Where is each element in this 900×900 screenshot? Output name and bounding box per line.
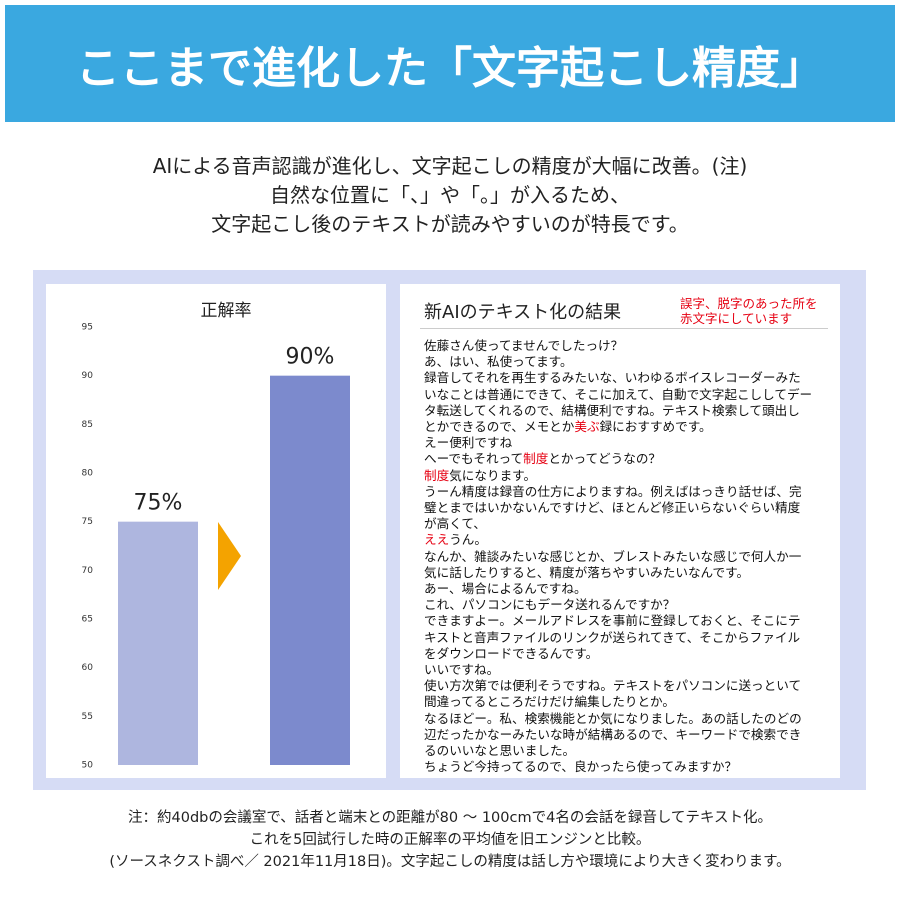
error-text: 制度 [424, 467, 450, 483]
y-tick-label: 90 [82, 371, 94, 381]
footnote-line: これを5回試行した時の正解率の平均値を旧エンジンと比較。 [249, 832, 651, 848]
value-label: 75% [134, 491, 183, 516]
chart-title: 正解率 [201, 301, 252, 321]
transcript-panel [400, 284, 840, 778]
transcript-line: これ、パソコンにもデータ送れるんですか？ [424, 594, 675, 613]
transcript-line: 間違ってるところだけだけ編集したりとか。 [424, 691, 675, 710]
text-run: うーん精度は録音の仕方によりますね。例えばはっきり話せば、完 [424, 483, 802, 499]
text-run: 佐藤さん使ってませんでしたっけ？ [424, 338, 624, 353]
transcript-line: 使い方次第では便利そうですね。テキストをパソコンに送っといて [424, 675, 801, 694]
text-run: これ、パソコンにもデータ送れるんですか？ [424, 597, 676, 613]
header-title: ここまで進化した「文字起こし精度」 [76, 42, 824, 94]
text-run: 気になります。 [449, 467, 537, 483]
note-line: 赤文字にしています [680, 311, 793, 326]
transcript-line: なるほどー。私、検索機能とか気になりました。あの話したのどの [424, 708, 802, 727]
text-run: 使い方次第では便利そうですね。テキストをパソコンに送っといて [424, 678, 802, 694]
transcript-line: いなことは普通にできて、そこに加えて、自動で文字起こししてデー [424, 384, 812, 403]
intro-line: 自然な位置に「、」や「。」が入るため、 [270, 183, 630, 207]
bar [270, 375, 350, 765]
transcript-line: とかできるので、メモとか美ぶ録におすすめです。 [424, 416, 712, 435]
transcript-line: をダウンロードできるんです。 [424, 643, 598, 662]
text-run: いなことは普通にできて、そこに加えて、自動で文字起こししてデー [424, 386, 813, 402]
transcript-line: なんか、雑談みたいな感じとか、ブレストみたいな感じで何人か一 [424, 546, 801, 565]
text-run: 録音してそれを再生するみたいな、いわゆるボイスレコーダーみた [424, 370, 801, 386]
text-run: ちょうど今持ってるので、良かったら使ってみますか？ [424, 759, 738, 775]
text-run: いいですね。 [424, 662, 500, 677]
text-run: タ転送してくれるので、結構便利ですね。テキスト検索して頭出し [424, 402, 800, 418]
text-run: 録におすすめです。 [599, 419, 712, 434]
text-run: 璧とまではいかないんですけど、ほとんど修正いらないぐらい精度 [424, 500, 801, 515]
transcript-line: いいですね。 [424, 659, 499, 678]
footnote-line: 注：約40dbの会議室で、話者と端末との距離が80 〜 100cmで4名の会話を… [128, 810, 772, 826]
transcript-title: 新AIのテキスト化の結果 [424, 302, 622, 323]
transcript-line: ちょうど今持ってるので、良かったら使ってみますか？ [424, 756, 737, 775]
y-tick-label: 95 [82, 323, 93, 333]
transcript-line: へーでもそれって制度とかってどうなの？ [424, 448, 661, 467]
text-run: なるほどー。私、検索機能とか気になりました。あの話したのどの [424, 710, 802, 726]
transcript-line: るのいいなと思いました。 [424, 740, 575, 759]
text-run: なんか、雑談みたいな感じとか、ブレストみたいな感じで何人か一 [424, 548, 802, 564]
y-tick-label: 65 [82, 615, 93, 625]
y-tick-label: 50 [82, 761, 94, 771]
text-run: 辺だったかなーみたいな時が結構あるので、キーワードで検索でき [424, 726, 802, 742]
y-tick-label: 75 [82, 517, 93, 527]
divider [420, 328, 828, 329]
error-text: 制度 [523, 451, 549, 467]
text-run: をダウンロードできるんです。 [424, 645, 599, 661]
transcript-line: 気に話したりすると、精度が落ちやすいみたいなんです。 [424, 562, 749, 581]
transcript-line: あ、はい、私使ってます。 [424, 351, 573, 370]
error-text: ええ [424, 532, 450, 548]
text-run: あ、はい、私使ってます。 [424, 354, 573, 370]
error-text: 美ぶ [574, 419, 600, 434]
text-run: えー便利ですね [424, 435, 513, 451]
text-run: あー、場合によるんですね。 [424, 581, 587, 596]
text-run: とかできるので、メモとか [424, 419, 575, 434]
text-run: できますよー。メールアドレスを事前に登録しておくと、そこにテ [424, 613, 801, 629]
transcript-line: タ転送してくれるので、結構便利ですね。テキスト検索して頭出し [424, 400, 800, 419]
text-run: が高くて、 [424, 516, 486, 532]
transcript-line: 佐藤さん使ってませんでしたっけ？ [424, 335, 623, 354]
transcript-line: 録音してそれを再生するみたいな、いわゆるボイスレコーダーみた [424, 367, 801, 386]
transcript-line: できますよー。メールアドレスを事前に登録しておくと、そこにテ [424, 610, 800, 629]
bar [118, 521, 198, 765]
transcript-line: 制度気になります。 [424, 465, 536, 484]
footnote-line: (ソースネクスト調べ／ 2021年11月18日)。文字起こしの精度は話し方や環境… [109, 854, 791, 870]
transcript-line: ええうん。 [424, 529, 487, 548]
intro-line: AIによる音声認識が進化し、文字起こしの精度が大幅に改善。(注) [152, 154, 748, 178]
y-tick-label: 60 [82, 663, 94, 673]
text-run: へーでもそれって [424, 451, 524, 467]
y-tick-label: 85 [82, 420, 93, 430]
header: ここまで進化した「文字起こし精度」 [5, 5, 895, 122]
text-run: うん。 [449, 532, 487, 548]
text-run: とかってどうなの？ [548, 451, 662, 467]
intro-line: 文字起こし後のテキストが読みやすいのが特長です。 [211, 212, 689, 236]
arrow [218, 522, 241, 590]
text-run: るのいいなと思いました。 [424, 743, 576, 758]
transcript-line: あー、場合によるんですね。 [424, 578, 587, 597]
transcript-line: 璧とまではいかないんですけど、ほとんど修正いらないぐらい精度 [424, 497, 800, 516]
transcript-line: キストと音声ファイルのリンクが送られてきて、そこからファイル [424, 627, 800, 646]
transcript-line: 辺だったかなーみたいな時が結構あるので、キーワードで検索でき [424, 724, 801, 743]
transcript-line: えー便利ですね [424, 432, 512, 451]
transcript-line: が高くて、 [424, 513, 486, 532]
value-label: 90% [286, 345, 335, 370]
y-tick-label: 80 [82, 469, 94, 479]
note-line: 誤字、脱字のあった所を [680, 296, 818, 311]
text-run: 間違ってるところだけだけ編集したりとか。 [424, 694, 675, 710]
transcript-line: うーん精度は録音の仕方によりますね。例えばはっきり話せば、完 [424, 481, 802, 500]
y-tick-label: 70 [82, 566, 94, 576]
text-run: キストと音声ファイルのリンクが送られてきて、そこからファイル [424, 629, 801, 645]
text-run: 気に話したりすると、精度が落ちやすいみたいなんです。 [424, 564, 750, 580]
y-tick-label: 55 [82, 712, 93, 722]
